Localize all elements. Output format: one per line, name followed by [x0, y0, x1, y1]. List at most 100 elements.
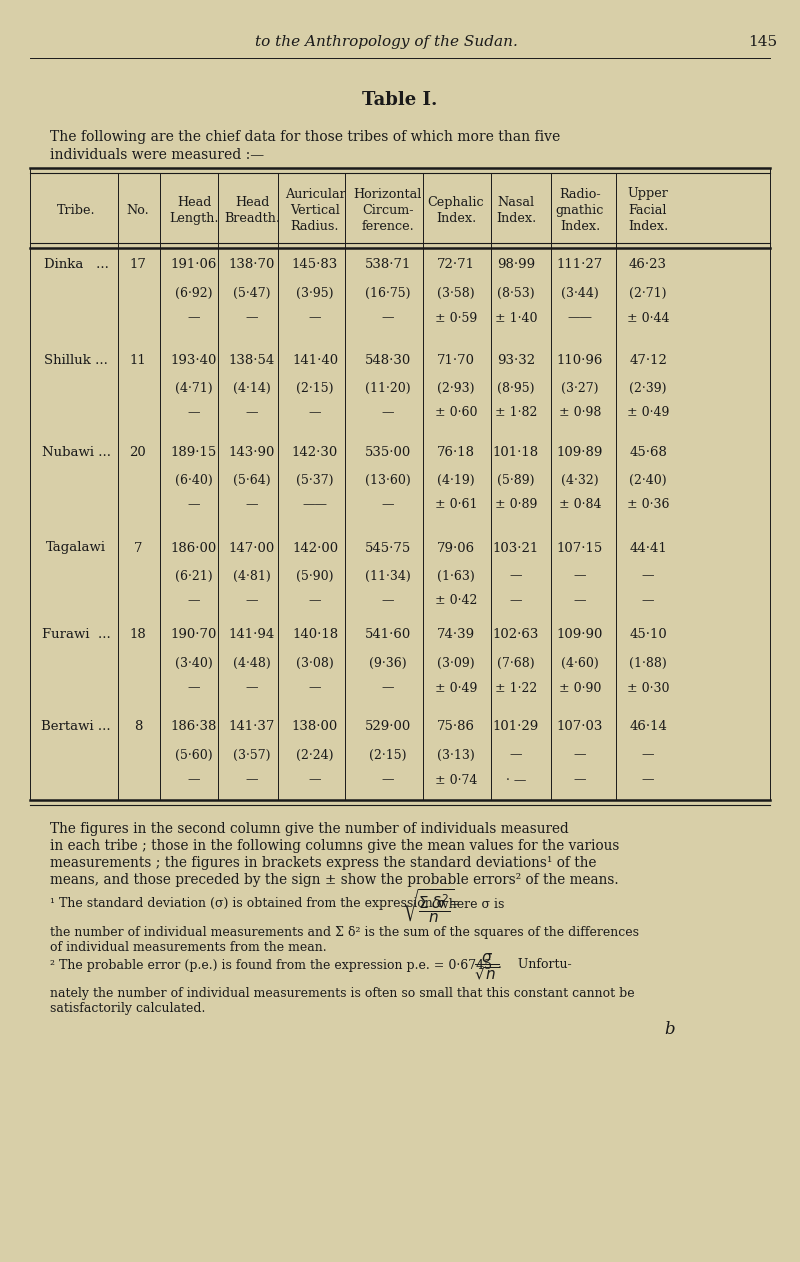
Text: (3·58): (3·58) — [437, 286, 475, 299]
Text: —: — — [510, 569, 522, 583]
Text: Upper
Facial
Index.: Upper Facial Index. — [627, 188, 669, 233]
Text: —: — — [642, 748, 654, 761]
Text: Furawi  ...: Furawi ... — [42, 628, 110, 641]
Text: 107·15: 107·15 — [557, 541, 603, 554]
Text: —: — — [642, 774, 654, 786]
Text: ——: —— — [302, 498, 327, 511]
Text: 79·06: 79·06 — [437, 541, 475, 554]
Text: to the Anthropology of the Sudan.: to the Anthropology of the Sudan. — [255, 35, 518, 49]
Text: (2·24): (2·24) — [296, 748, 334, 761]
Text: ± 1·22: ± 1·22 — [495, 681, 537, 694]
Text: 74·39: 74·39 — [437, 628, 475, 641]
Text: 47·12: 47·12 — [629, 353, 667, 366]
Text: —: — — [574, 594, 586, 607]
Text: —: — — [510, 594, 522, 607]
Text: 93·32: 93·32 — [497, 353, 535, 366]
Text: —: — — [188, 594, 200, 607]
Text: (5·64): (5·64) — [233, 473, 271, 486]
Text: Radio-
gnathic
Index.: Radio- gnathic Index. — [556, 188, 604, 233]
Text: nately the number of individual measurements is often so small that this constan: nately the number of individual measurem… — [50, 987, 634, 1000]
Text: ± 0·44: ± 0·44 — [626, 312, 670, 324]
Text: —: — — [574, 774, 586, 786]
Text: 110·96: 110·96 — [557, 353, 603, 366]
Text: 18: 18 — [130, 628, 146, 641]
Text: 140·18: 140·18 — [292, 628, 338, 641]
Text: 186·00: 186·00 — [171, 541, 217, 554]
Text: ± 0·90: ± 0·90 — [559, 681, 601, 694]
Text: 109·90: 109·90 — [557, 628, 603, 641]
Text: of individual measurements from the mean.: of individual measurements from the mean… — [50, 941, 326, 954]
Text: 8: 8 — [134, 721, 142, 733]
Text: —: — — [309, 406, 322, 419]
Text: 101·29: 101·29 — [493, 721, 539, 733]
Text: (16·75): (16·75) — [366, 286, 410, 299]
Text: (4·81): (4·81) — [233, 569, 271, 583]
Text: 538·71: 538·71 — [365, 259, 411, 271]
Text: (8·95): (8·95) — [498, 381, 534, 395]
Text: ± 1·40: ± 1·40 — [494, 312, 538, 324]
Text: ² The probable error (p.e.) is found from the expression p.e. = 0·6745: ² The probable error (p.e.) is found fro… — [50, 959, 492, 972]
Text: 46·23: 46·23 — [629, 259, 667, 271]
Text: Table I.: Table I. — [362, 91, 438, 109]
Text: 548·30: 548·30 — [365, 353, 411, 366]
Text: —: — — [246, 312, 258, 324]
Text: (5·89): (5·89) — [498, 473, 534, 486]
Text: the number of individual measurements and Σ δ² is the sum of the squares of the : the number of individual measurements an… — [50, 926, 639, 939]
Text: (2·71): (2·71) — [630, 286, 666, 299]
Text: b: b — [665, 1021, 675, 1037]
Text: —: — — [382, 498, 394, 511]
Text: (7·68): (7·68) — [497, 656, 535, 670]
Text: No.: No. — [126, 204, 150, 217]
Text: (8·53): (8·53) — [497, 286, 535, 299]
Text: 102·63: 102·63 — [493, 628, 539, 641]
Text: —: — — [188, 406, 200, 419]
Text: 535·00: 535·00 — [365, 445, 411, 458]
Text: 141·94: 141·94 — [229, 628, 275, 641]
Text: 138·70: 138·70 — [229, 259, 275, 271]
Text: —: — — [510, 748, 522, 761]
Text: —: — — [642, 594, 654, 607]
Text: —: — — [309, 681, 322, 694]
Text: 71·70: 71·70 — [437, 353, 475, 366]
Text: —: — — [309, 594, 322, 607]
Text: ± 0·42: ± 0·42 — [435, 594, 477, 607]
Text: $\sqrt{\dfrac{\Sigma\,\delta^2}{n}}$: $\sqrt{\dfrac{\Sigma\,\delta^2}{n}}$ — [402, 887, 454, 925]
Text: —: — — [382, 774, 394, 786]
Text: —: — — [246, 594, 258, 607]
Text: —: — — [246, 406, 258, 419]
Text: (11·20): (11·20) — [365, 381, 411, 395]
Text: —: — — [382, 681, 394, 694]
Text: 545·75: 545·75 — [365, 541, 411, 554]
Text: ——: —— — [567, 312, 593, 324]
Text: 193·40: 193·40 — [171, 353, 217, 366]
Text: Shilluk ...: Shilluk ... — [44, 353, 108, 366]
Text: —: — — [188, 498, 200, 511]
Text: 17: 17 — [130, 259, 146, 271]
Text: Nubawi ...: Nubawi ... — [42, 445, 110, 458]
Text: 143·90: 143·90 — [229, 445, 275, 458]
Text: ± 0·49: ± 0·49 — [435, 681, 477, 694]
Text: (1·63): (1·63) — [437, 569, 475, 583]
Text: —: — — [382, 594, 394, 607]
Text: 45·10: 45·10 — [629, 628, 667, 641]
Text: 111·27: 111·27 — [557, 259, 603, 271]
Text: 145·83: 145·83 — [292, 259, 338, 271]
Text: —: — — [246, 498, 258, 511]
Text: 138·00: 138·00 — [292, 721, 338, 733]
Text: 107·03: 107·03 — [557, 721, 603, 733]
Text: 191·06: 191·06 — [171, 259, 217, 271]
Text: (9·36): (9·36) — [369, 656, 407, 670]
Text: 147·00: 147·00 — [229, 541, 275, 554]
Text: Nasal
Index.: Nasal Index. — [496, 196, 536, 225]
Text: (2·15): (2·15) — [296, 381, 334, 395]
Text: (4·71): (4·71) — [175, 381, 213, 395]
Text: $\dfrac{\sigma}{\sqrt{n}}$: $\dfrac{\sigma}{\sqrt{n}}$ — [474, 952, 499, 982]
Text: 101·18: 101·18 — [493, 445, 539, 458]
Text: —: — — [309, 774, 322, 786]
Text: —: — — [642, 569, 654, 583]
Text: (2·93): (2·93) — [438, 381, 474, 395]
Text: 189·15: 189·15 — [171, 445, 217, 458]
Text: (6·40): (6·40) — [175, 473, 213, 486]
Text: ± 0·98: ± 0·98 — [559, 406, 601, 419]
Text: —: — — [246, 681, 258, 694]
